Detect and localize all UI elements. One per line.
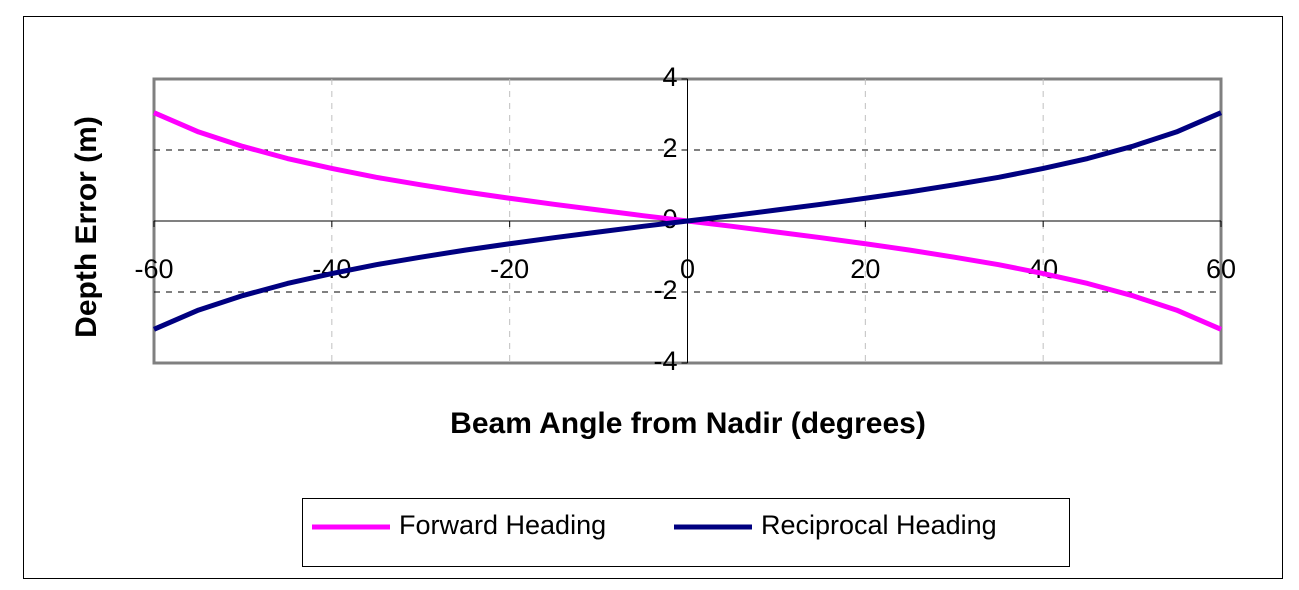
y-tick-label: -2 — [653, 275, 677, 305]
x-axis-label: Beam Angle from Nadir (degrees) — [450, 407, 926, 440]
x-tick-label: 60 — [1206, 254, 1236, 284]
y-tick-label: -4 — [653, 346, 677, 376]
y-axis-label: Depth Error (m) — [70, 116, 103, 338]
x-tick-label: 0 — [680, 254, 695, 284]
y-tick-label: 2 — [662, 133, 677, 163]
legend — [302, 498, 1070, 567]
legend-label: Reciprocal Heading — [761, 510, 997, 540]
legend-label: Forward Heading — [399, 510, 606, 540]
x-tick-label: -60 — [134, 254, 173, 284]
x-tick-label: -20 — [490, 254, 529, 284]
x-tick-label: 20 — [850, 254, 880, 284]
data-line — [153, 110, 1222, 332]
y-tick-label: 4 — [662, 62, 677, 92]
